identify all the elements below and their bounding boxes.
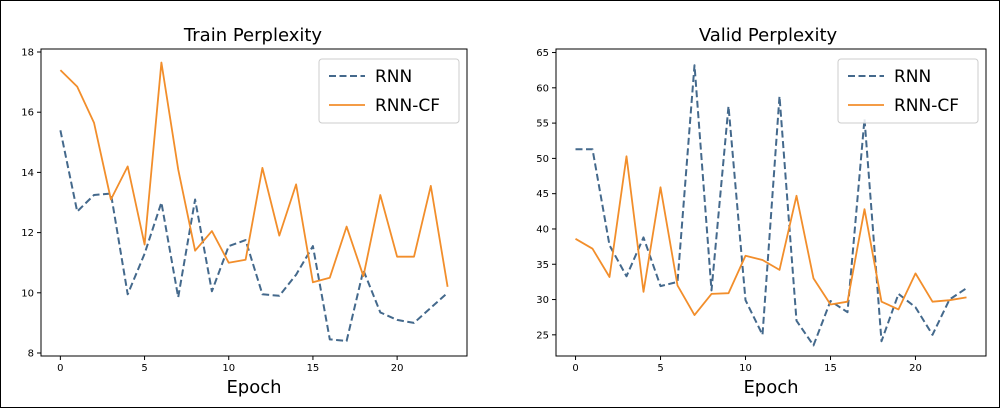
- y-tick-label: 55: [536, 119, 549, 130]
- chart-2: Valid Perplexity 0 5 10 15 20 25 30 35 40 45 50 55 60…: [536, 25, 987, 398]
- y-tick-label: 8: [28, 348, 34, 359]
- x-axis-label: Epoch: [226, 377, 281, 398]
- legend-label-rnn-cf: RNN-CF: [375, 96, 440, 116]
- legend-label-rnn: RNN: [894, 67, 931, 87]
- y-tick-label: 18: [21, 48, 34, 59]
- y-tick-label: 35: [536, 260, 549, 271]
- series-line-rnn: [59, 130, 449, 342]
- y-tick-label: 65: [536, 48, 549, 59]
- x-tick-label: 10: [222, 363, 235, 374]
- legend-label-rnn-cf: RNN-CF: [894, 96, 959, 116]
- legend: RNN RNN-CF: [837, 58, 979, 124]
- x-tick-label: 0: [572, 363, 578, 374]
- plot-frame: [40, 48, 468, 357]
- plot-frame: [555, 48, 987, 357]
- series-line-rnn-cf: [59, 61, 449, 287]
- y-tick-label: 30: [536, 295, 549, 306]
- x-axis-label: Epoch: [743, 377, 798, 398]
- series-line-rnn-cf: [575, 155, 967, 317]
- x-tick-label: 15: [307, 363, 320, 374]
- y-tick-label: 16: [21, 108, 34, 119]
- chart-title: Train Perplexity: [183, 25, 322, 46]
- x-tick-label: 15: [824, 363, 837, 374]
- x-tick-label: 20: [391, 363, 404, 374]
- y-tick-label: 12: [21, 228, 34, 239]
- y-tick-label: 60: [536, 83, 549, 94]
- y-tick-label: 50: [536, 154, 549, 165]
- x-tick-label: 5: [141, 363, 147, 374]
- legend: RNN RNN-CF: [318, 58, 460, 124]
- chart-1: Train Perplexity 0 5 10 15 20 8 10 12 14 16 18 Epoch…: [21, 25, 468, 398]
- y-tick-label: 14: [21, 168, 34, 179]
- y-tick-label: 10: [21, 288, 34, 299]
- chart-title: Valid Perplexity: [699, 25, 838, 46]
- x-tick-label: 5: [657, 363, 663, 374]
- y-tick-label: 45: [536, 189, 549, 200]
- y-tick-label: 40: [536, 224, 549, 235]
- x-tick-label: 10: [739, 363, 752, 374]
- legend-label-rnn: RNN: [375, 67, 412, 87]
- series-line-rnn: [575, 64, 968, 347]
- x-tick-label: 0: [57, 363, 63, 374]
- x-tick-label: 20: [909, 363, 922, 374]
- y-tick-label: 25: [536, 330, 549, 341]
